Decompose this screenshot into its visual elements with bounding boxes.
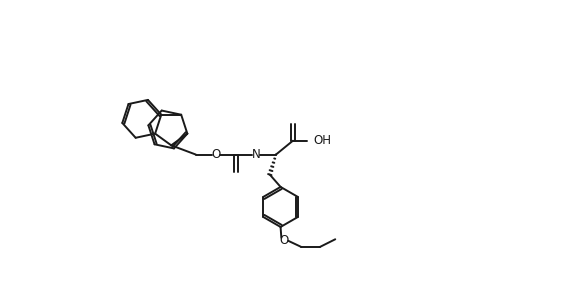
Text: O: O xyxy=(280,234,289,247)
Text: N: N xyxy=(251,148,260,161)
Text: OH: OH xyxy=(314,134,332,147)
Text: O: O xyxy=(211,148,221,161)
